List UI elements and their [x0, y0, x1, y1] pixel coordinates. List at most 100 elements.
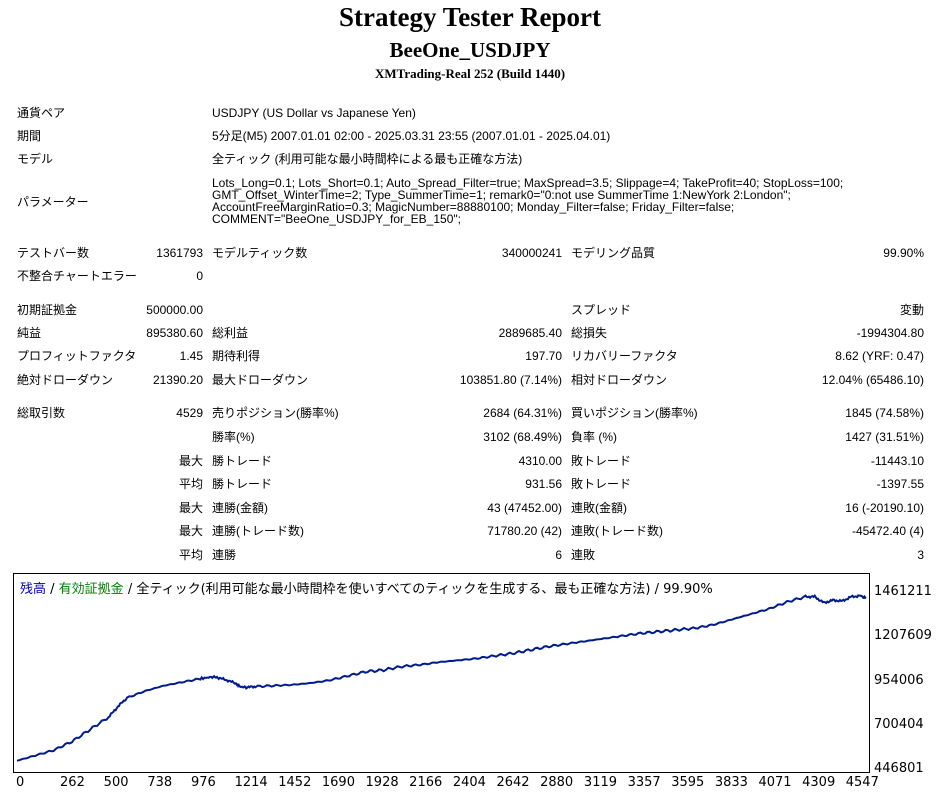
- consecutive-profit-label: 連勝(トレード数): [212, 524, 304, 538]
- short-positions-label: 売りポジション(勝率%): [212, 406, 339, 420]
- consecutive-wins-value: 43 (47452.00): [487, 501, 562, 515]
- expert-name: BeeOne_USDJPY: [389, 38, 551, 62]
- symbol-label: 通貨ペア: [17, 106, 66, 120]
- total-trades-label: 総取引数: [17, 406, 66, 420]
- maximal-drawdown-value: 103851.80 (7.14%): [459, 373, 562, 387]
- quality-label: モデリング品質: [571, 246, 656, 260]
- gross-profit-value: 2889685.40: [498, 326, 562, 340]
- parameters-label: パラメーター: [17, 195, 89, 209]
- avg-label: 平均: [178, 548, 203, 562]
- average-loss-value: -1397.55: [876, 477, 924, 491]
- x-tick-label: 262: [60, 775, 85, 790]
- average-win-label: 勝トレード: [212, 477, 273, 491]
- x-tick-label: 2404: [452, 775, 486, 790]
- gross-loss-label: 総損失: [571, 326, 608, 340]
- net-profit-value: 895380.60: [146, 326, 203, 340]
- ticks-value: 340000241: [501, 246, 562, 260]
- spread-value: 変動: [899, 303, 924, 317]
- balance-chart-svg: [16, 593, 867, 762]
- legend-model-text: 全ティック(利用可能な最小時間枠を使いすべてのティックを生成する、最も正確な方法…: [136, 582, 713, 597]
- short-positions-value: 2684 (64.31%): [483, 406, 562, 420]
- quality-value: 99.90%: [883, 246, 924, 260]
- period-value: 5分足(M5) 2007.01.01 02:00 - 2025.03.31 23…: [212, 129, 611, 143]
- legend-separator: /: [46, 582, 59, 597]
- largest-win-label: 勝トレード: [212, 454, 273, 468]
- relative-drawdown-label: 相対ドローダウン: [571, 373, 668, 387]
- bars-value: 1361793: [156, 246, 203, 260]
- period-label: 期間: [17, 129, 42, 143]
- deposit-value: 500000.00: [146, 303, 203, 317]
- win-rate-value: 3102 (68.49%): [483, 430, 562, 444]
- absolute-drawdown-label: 絶対ドローダウン: [17, 373, 114, 387]
- average-win-value: 931.56: [525, 477, 562, 491]
- max-label: 最大: [178, 454, 203, 468]
- x-tick-label: 0: [16, 775, 25, 790]
- ticks-label: モデルティック数: [212, 246, 308, 260]
- y-tick-label: 700404: [874, 716, 924, 732]
- server-build: XMTrading-Real 252 (Build 1440): [374, 66, 566, 81]
- balance-line: [16, 593, 867, 762]
- long-positions-label: 買いポジション(勝率%): [571, 406, 698, 420]
- mismatch-value: 0: [196, 269, 203, 283]
- x-tick-label: 3833: [714, 775, 748, 790]
- model-value: 全ティック (利用可能な最小時間枠による最も正確な方法): [212, 152, 523, 166]
- maximal-drawdown-label: 最大ドローダウン: [212, 373, 309, 387]
- recovery-factor-label: リカバリーファクタ: [571, 349, 678, 363]
- consecutive-losses-label: 連敗(金額): [571, 501, 627, 515]
- spread-label: スプレッド: [571, 303, 632, 317]
- x-tick-label: 3595: [671, 775, 705, 790]
- x-tick-label: 4309: [802, 775, 836, 790]
- gross-profit-label: 総利益: [212, 326, 249, 340]
- x-tick-label: 1214: [234, 775, 268, 790]
- absolute-drawdown-value: 21390.20: [152, 373, 203, 387]
- gross-loss-value: -1994304.80: [856, 326, 924, 340]
- consecutive-wins-label: 連勝(金額): [212, 501, 268, 515]
- y-tick-label: 1207609: [874, 628, 932, 644]
- largest-loss-value: -11443.10: [870, 454, 924, 468]
- max-label: 最大: [178, 524, 203, 538]
- x-tick-label: 738: [147, 775, 173, 790]
- y-tick-label: 446801: [874, 761, 924, 776]
- parameters-value: Lots_Long=0.1; Lots_Short=0.1; Auto_Spre…: [212, 176, 844, 226]
- loss-rate-value: 1427 (31.51%): [845, 430, 924, 444]
- x-tick-label: 2642: [496, 775, 530, 790]
- relative-drawdown-value: 12.04% (65486.10): [821, 373, 924, 387]
- legend-separator: /: [123, 582, 137, 597]
- recovery-factor-value: 8.62 (YRF: 0.47): [835, 349, 924, 363]
- average-consecutive-losses-value: 3: [917, 548, 924, 562]
- balance-chart: 残高 / 有効証拠金 / 全ティック(利用可能な最小時間枠を使いすべてのティック…: [13, 573, 870, 773]
- report-title: Strategy Tester Report: [339, 2, 601, 32]
- chart-legend: 残高 / 有効証拠金 / 全ティック(利用可能な最小時間枠を使いすべてのティック…: [20, 578, 713, 597]
- avg-label: 平均: [178, 477, 203, 491]
- average-loss-label: 敗トレード: [571, 477, 632, 491]
- x-tick-label: 4071: [758, 775, 792, 790]
- x-tick-label: 3357: [627, 775, 661, 790]
- mismatch-label: 不整合チャートエラー: [17, 269, 137, 283]
- model-label: モデル: [17, 152, 54, 166]
- total-trades-value: 4529: [176, 406, 203, 420]
- average-consecutive-wins-label: 連勝: [212, 548, 237, 562]
- consecutive-losses-value: 16 (-20190.10): [845, 501, 924, 515]
- long-positions-value: 1845 (74.58%): [845, 406, 924, 420]
- symbol-value: USDJPY (US Dollar vs Japanese Yen): [212, 106, 416, 120]
- consecutive-profit-value: 71780.20 (42): [487, 524, 562, 538]
- legend-balance: 残高: [20, 582, 47, 597]
- deposit-label: 初期証拠金: [17, 303, 78, 317]
- bars-label: テストバー数: [17, 246, 90, 260]
- x-tick-label: 3119: [583, 775, 618, 790]
- win-rate-label: 勝率(%): [212, 430, 255, 444]
- x-tick-label: 1690: [321, 775, 355, 790]
- legend-equity: 有効証拠金: [58, 582, 124, 597]
- x-tick-label: 2166: [409, 775, 443, 790]
- max-label: 最大: [178, 501, 203, 515]
- x-tick-label: 4547: [845, 775, 879, 790]
- profit-factor-label: プロフィットファクタ: [17, 349, 137, 363]
- consecutive-loss-value: -45472.40 (4): [851, 524, 924, 538]
- average-consecutive-losses-label: 連敗: [571, 548, 596, 562]
- consecutive-loss-label: 連敗(トレード数): [571, 524, 663, 538]
- x-tick-label: 1452: [278, 775, 312, 790]
- y-tick-label: 954006: [874, 672, 924, 688]
- x-tick-label: 500: [103, 775, 129, 790]
- x-tick-label: 1928: [365, 775, 399, 790]
- x-tick-label: 976: [190, 775, 216, 790]
